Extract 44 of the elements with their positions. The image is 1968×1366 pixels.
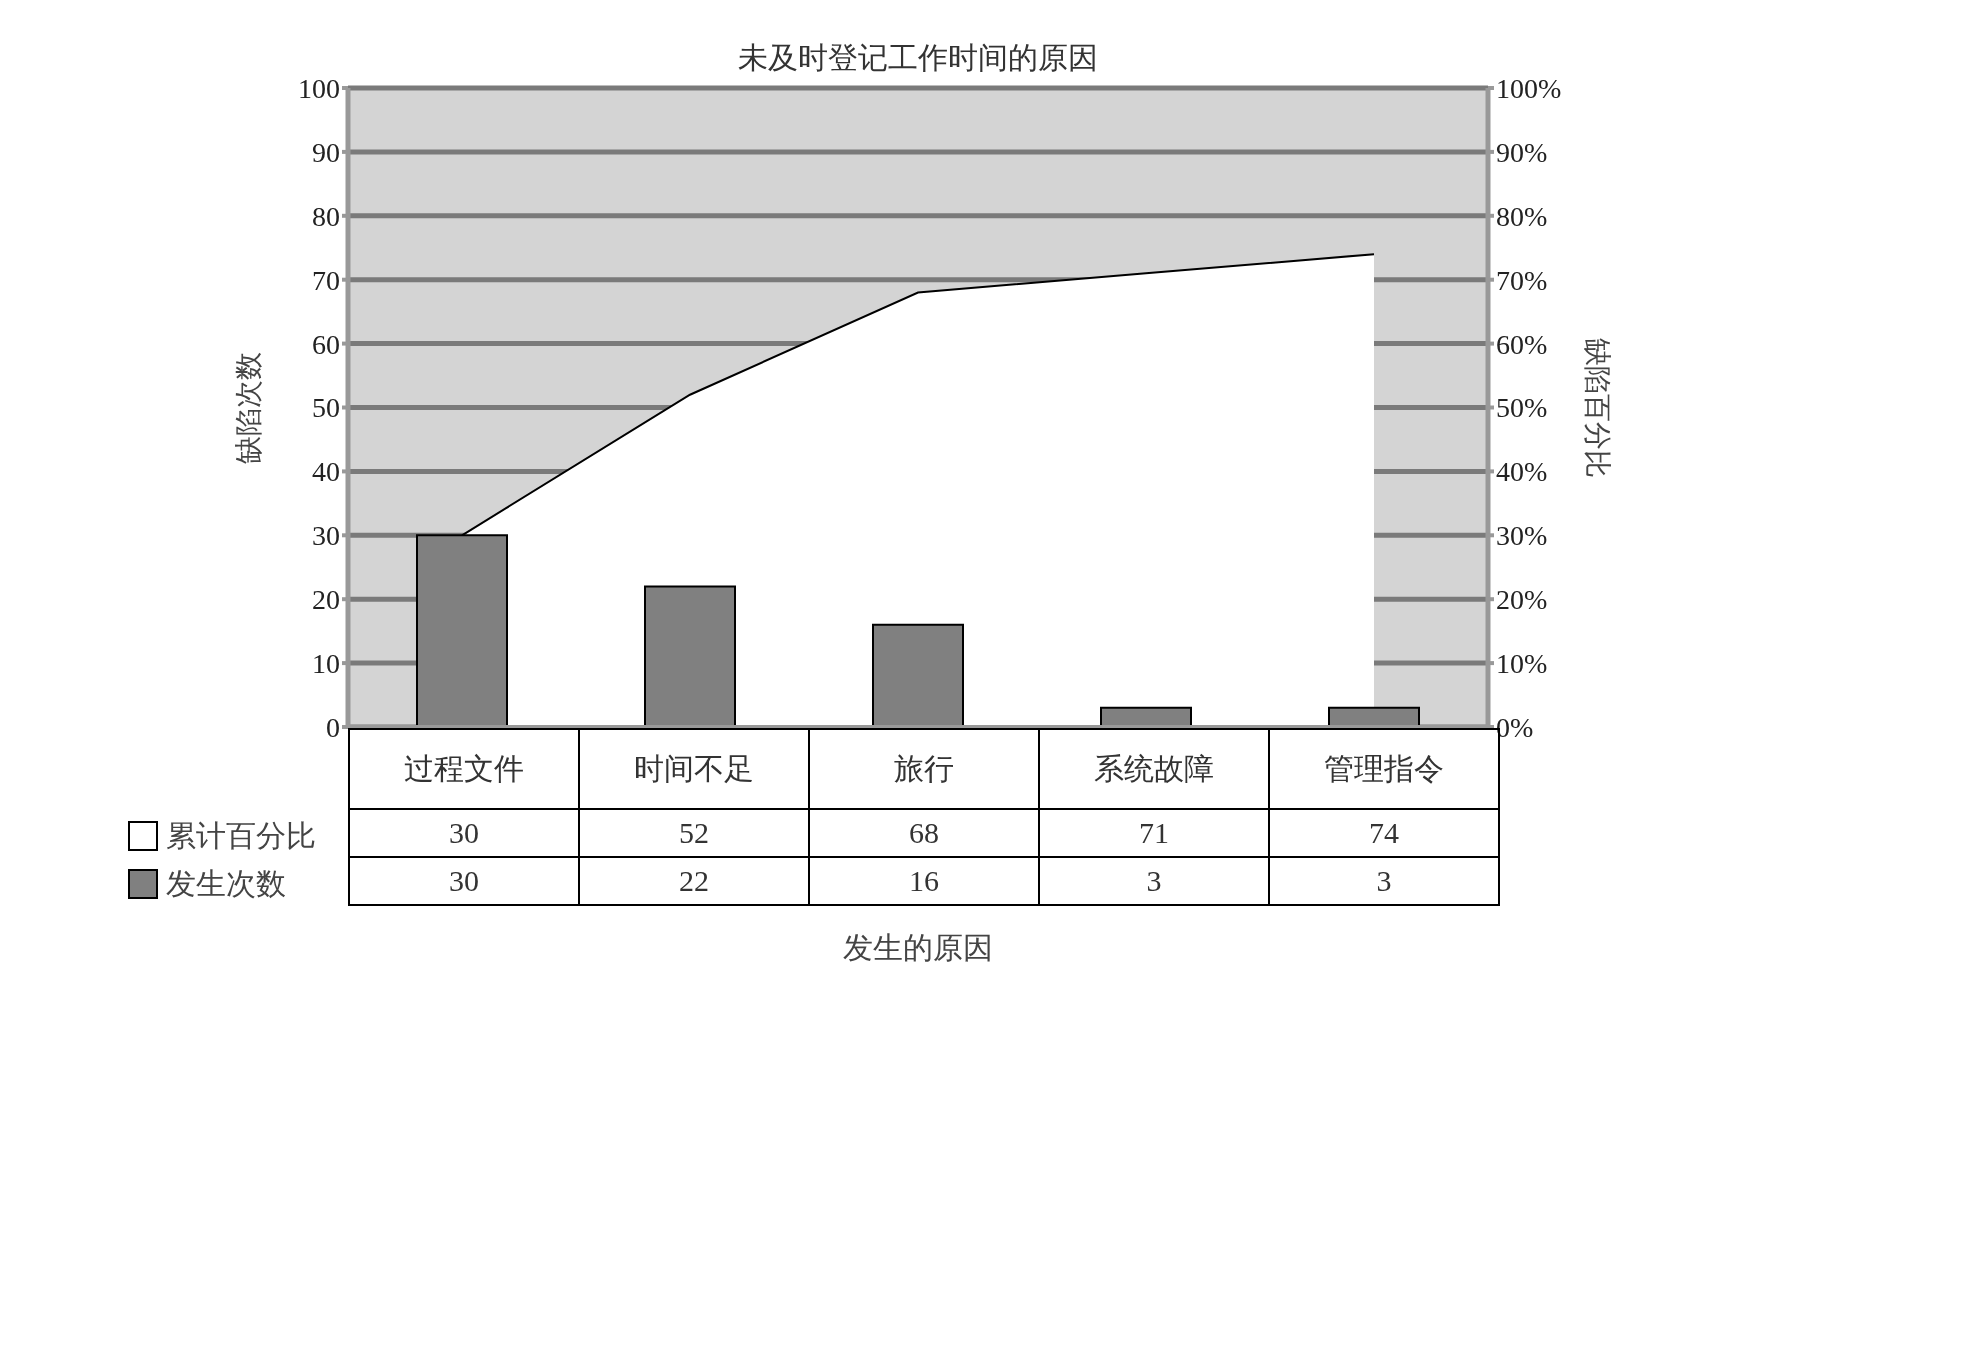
chart-title: 未及时登记工作时间的原因 — [737, 40, 1099, 76]
x-tick-label: 时间不足 — [579, 729, 809, 809]
data-label: 71 — [1039, 809, 1269, 857]
y-tick-label: 40 — [312, 456, 340, 488]
x-tick-label: 系统故障 — [1039, 729, 1269, 809]
data-label: 16 — [809, 857, 1039, 905]
y2-tick-label: 60% — [1496, 328, 1548, 360]
bar — [644, 585, 736, 727]
y2-tick-label: 40% — [1496, 456, 1548, 488]
y2-tick-label: 70% — [1496, 264, 1548, 296]
data-label: 3 — [1269, 857, 1499, 905]
y2-axis-title: 缺陷百分比 — [1582, 337, 1614, 478]
y-tick-label: 70 — [312, 264, 340, 296]
data-label: 30 — [349, 809, 579, 857]
legend-label: 发生次数 — [166, 865, 286, 902]
data-label: 74 — [1269, 809, 1499, 857]
y-axis-title: 缺陷次数 — [232, 351, 264, 464]
data-label: 3 — [1039, 857, 1269, 905]
x-tick-label: 旅行 — [809, 729, 1039, 809]
data-label: 30 — [349, 857, 579, 905]
y-tick-label: 0 — [326, 711, 340, 743]
data-label: 68 — [809, 809, 1039, 857]
x-tick-label: 过程文件 — [349, 729, 579, 809]
bar — [872, 623, 964, 727]
y-tick-label: 90 — [312, 136, 340, 168]
y2-tick-label: 100% — [1496, 72, 1562, 104]
y-tick-label: 80 — [312, 200, 340, 232]
y2-tick-label: 50% — [1496, 392, 1548, 424]
y2-tick-label: 20% — [1496, 584, 1548, 616]
data-label: 52 — [579, 809, 809, 857]
y-tick-label: 60 — [312, 328, 340, 360]
y-tick-label: 100 — [298, 72, 340, 104]
x-axis-title: 发生的原因 — [842, 930, 994, 966]
y-tick-label: 50 — [312, 392, 340, 424]
y2-tick-label: 10% — [1496, 648, 1548, 680]
y-tick-label: 30 — [312, 520, 340, 552]
data-label: 22 — [579, 857, 809, 905]
y-tick-label: 20 — [312, 584, 340, 616]
x-tick-label: 管理指令 — [1324, 751, 1444, 785]
y2-tick-label: 80% — [1496, 200, 1548, 232]
y2-tick-label: 30% — [1496, 520, 1548, 552]
y-tick-label: 10 — [312, 648, 340, 680]
legend-label: 累计百分比 — [166, 817, 316, 854]
y2-tick-label: 90% — [1496, 136, 1548, 168]
